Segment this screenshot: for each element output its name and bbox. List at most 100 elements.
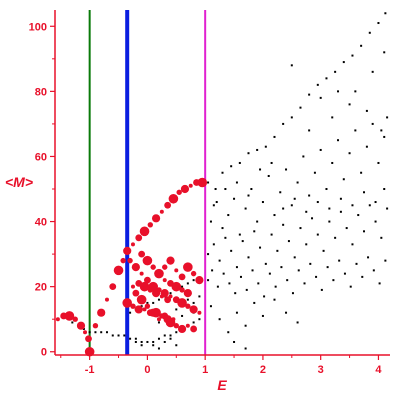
data-point (176, 189, 182, 195)
x-tick-label: -1 (85, 364, 95, 376)
y-tick-label: 80 (35, 86, 47, 98)
data-point (285, 168, 288, 171)
data-point (291, 292, 294, 295)
data-point (332, 279, 335, 282)
data-point (320, 288, 323, 291)
data-point (224, 236, 227, 239)
data-point (337, 139, 340, 142)
data-point (357, 214, 360, 217)
data-point (169, 337, 172, 340)
data-point (147, 287, 154, 293)
data-point (285, 311, 288, 314)
data-point (316, 201, 319, 204)
data-point (168, 193, 179, 204)
data-point (221, 171, 224, 174)
x-tick-label: 4 (375, 364, 382, 376)
data-point (343, 272, 346, 275)
data-point (374, 201, 377, 204)
data-point (140, 305, 143, 308)
data-point (354, 90, 357, 93)
data-point (354, 129, 357, 132)
data-point (140, 344, 143, 347)
data-point (259, 246, 262, 249)
data-point (334, 236, 337, 239)
data-point (270, 233, 273, 236)
x-tick-label: 2 (260, 364, 266, 376)
data-point (197, 310, 202, 315)
data-point (371, 122, 374, 125)
data-point (247, 152, 250, 155)
data-point (273, 135, 276, 138)
data-point (319, 96, 322, 99)
data-point (71, 321, 74, 324)
data-point (280, 266, 283, 269)
data-point (270, 161, 273, 164)
data-point (296, 321, 299, 324)
data-point (152, 340, 155, 343)
data-point (142, 307, 147, 312)
data-point (311, 217, 314, 220)
data-point (72, 316, 78, 322)
data-point (282, 207, 285, 210)
data-point (299, 227, 302, 230)
data-point (198, 318, 201, 321)
y-axis-title: <M> (5, 174, 33, 190)
data-point (212, 204, 215, 207)
data-point (195, 276, 204, 285)
data-point (55, 317, 60, 322)
data-point (233, 197, 236, 200)
data-point (365, 109, 368, 112)
data-point (322, 249, 325, 252)
data-point (263, 295, 266, 298)
data-point (339, 197, 342, 200)
data-point (244, 324, 247, 327)
data-point (183, 289, 192, 298)
data-point (313, 171, 316, 174)
data-point (351, 204, 354, 207)
data-point (109, 283, 117, 291)
data-point (173, 323, 179, 329)
data-point (130, 303, 136, 309)
data-point (331, 116, 334, 119)
data-point (261, 201, 264, 204)
data-point (190, 325, 198, 333)
data-point (188, 183, 193, 188)
data-point (64, 311, 75, 321)
data-point (162, 264, 168, 270)
y-tick-label: 20 (35, 282, 47, 294)
data-point (235, 266, 238, 269)
data-point (105, 331, 108, 334)
data-point (85, 335, 92, 343)
data-point (185, 323, 190, 328)
data-point (247, 256, 250, 259)
data-point (174, 268, 179, 273)
data-point (175, 331, 178, 334)
data-point (342, 178, 345, 181)
data-point (132, 289, 140, 297)
data-point (302, 155, 305, 158)
data-point (218, 318, 221, 321)
data-point (238, 161, 241, 164)
data-point (215, 201, 218, 204)
data-point (146, 301, 149, 304)
data-point (371, 70, 374, 73)
x-tick-label: 1 (202, 364, 208, 376)
data-point (348, 152, 351, 155)
data-point (120, 257, 126, 264)
data-point (305, 243, 308, 246)
data-point (179, 287, 185, 293)
data-point (100, 331, 103, 334)
data-point (339, 210, 342, 213)
data-point (247, 194, 250, 197)
data-point (157, 321, 160, 324)
data-point (244, 347, 247, 350)
data-point (159, 294, 164, 299)
data-point (309, 262, 312, 265)
data-point (166, 256, 175, 265)
data-point (117, 334, 120, 337)
data-point (127, 257, 133, 264)
data-point (164, 296, 172, 304)
data-point (216, 285, 219, 288)
data-point (276, 249, 279, 252)
